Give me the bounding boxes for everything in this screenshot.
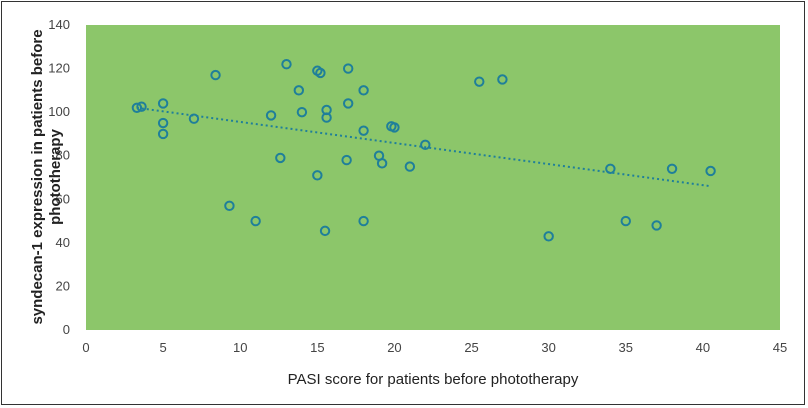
y-axis-ticks: 0 20 40 60 80 100 120 140 [48, 17, 70, 337]
data-point [315, 67, 326, 79]
data-point [497, 74, 508, 85]
data-point [705, 165, 716, 177]
data-point [293, 85, 305, 96]
data-point [651, 220, 662, 231]
data-point [136, 101, 147, 112]
data-point [605, 163, 616, 174]
y-tick-label: 0 [63, 322, 70, 337]
x-tick-label: 25 [464, 340, 478, 355]
data-point [404, 161, 416, 172]
data-point [265, 110, 277, 121]
data-point [543, 231, 554, 242]
data-point [358, 85, 369, 96]
data-point [224, 200, 235, 212]
trendline [136, 106, 711, 188]
x-tick-label: 0 [82, 340, 89, 355]
data-point [420, 139, 431, 151]
data-point [281, 59, 292, 70]
data-point [131, 102, 143, 113]
x-tick-label: 5 [159, 340, 166, 355]
data-point [474, 76, 485, 87]
data-points [131, 59, 716, 242]
data-point [296, 106, 308, 118]
data-point [620, 215, 631, 227]
data-point [358, 125, 369, 136]
y-tick-label: 120 [48, 61, 70, 76]
y-tick-label: 140 [48, 17, 70, 32]
y-axis-title-line-1: syndecan-1 expression in patients before [29, 29, 46, 324]
y-tick-label: 100 [48, 104, 70, 119]
data-point [342, 98, 354, 109]
data-point [250, 215, 261, 227]
y-axis-title-line-2: phototherapy [47, 128, 64, 224]
y-tick-label: 20 [56, 278, 70, 293]
data-point [188, 113, 200, 124]
data-point [389, 122, 400, 133]
x-tick-label: 30 [541, 340, 555, 355]
data-point [342, 63, 354, 74]
y-axis-title: syndecan-1 expression in patients before… [29, 29, 64, 324]
data-point [157, 98, 169, 109]
data-point [358, 215, 369, 227]
x-tick-label: 45 [773, 340, 787, 355]
x-tick-label: 10 [233, 340, 247, 355]
x-tick-label: 35 [619, 340, 633, 355]
data-point [319, 225, 331, 237]
data-point [312, 170, 323, 181]
x-axis-title: PASI score for patients before photother… [288, 371, 579, 388]
data-point [666, 163, 678, 174]
data-point [210, 69, 221, 81]
x-tick-label: 40 [696, 340, 710, 355]
data-point [275, 152, 286, 164]
x-tick-label: 15 [310, 340, 324, 355]
data-point [157, 128, 169, 140]
x-tick-label: 20 [387, 340, 401, 355]
y-tick-label: 60 [56, 191, 70, 206]
y-tick-label: 40 [56, 235, 70, 250]
y-tick-label: 80 [56, 148, 70, 163]
data-point [341, 154, 352, 166]
x-axis-ticks: 0 5 10 15 20 25 30 35 40 45 [82, 340, 787, 355]
data-point [376, 158, 388, 169]
data-point [157, 117, 169, 129]
plot-area [86, 25, 780, 330]
data-point [321, 112, 332, 123]
